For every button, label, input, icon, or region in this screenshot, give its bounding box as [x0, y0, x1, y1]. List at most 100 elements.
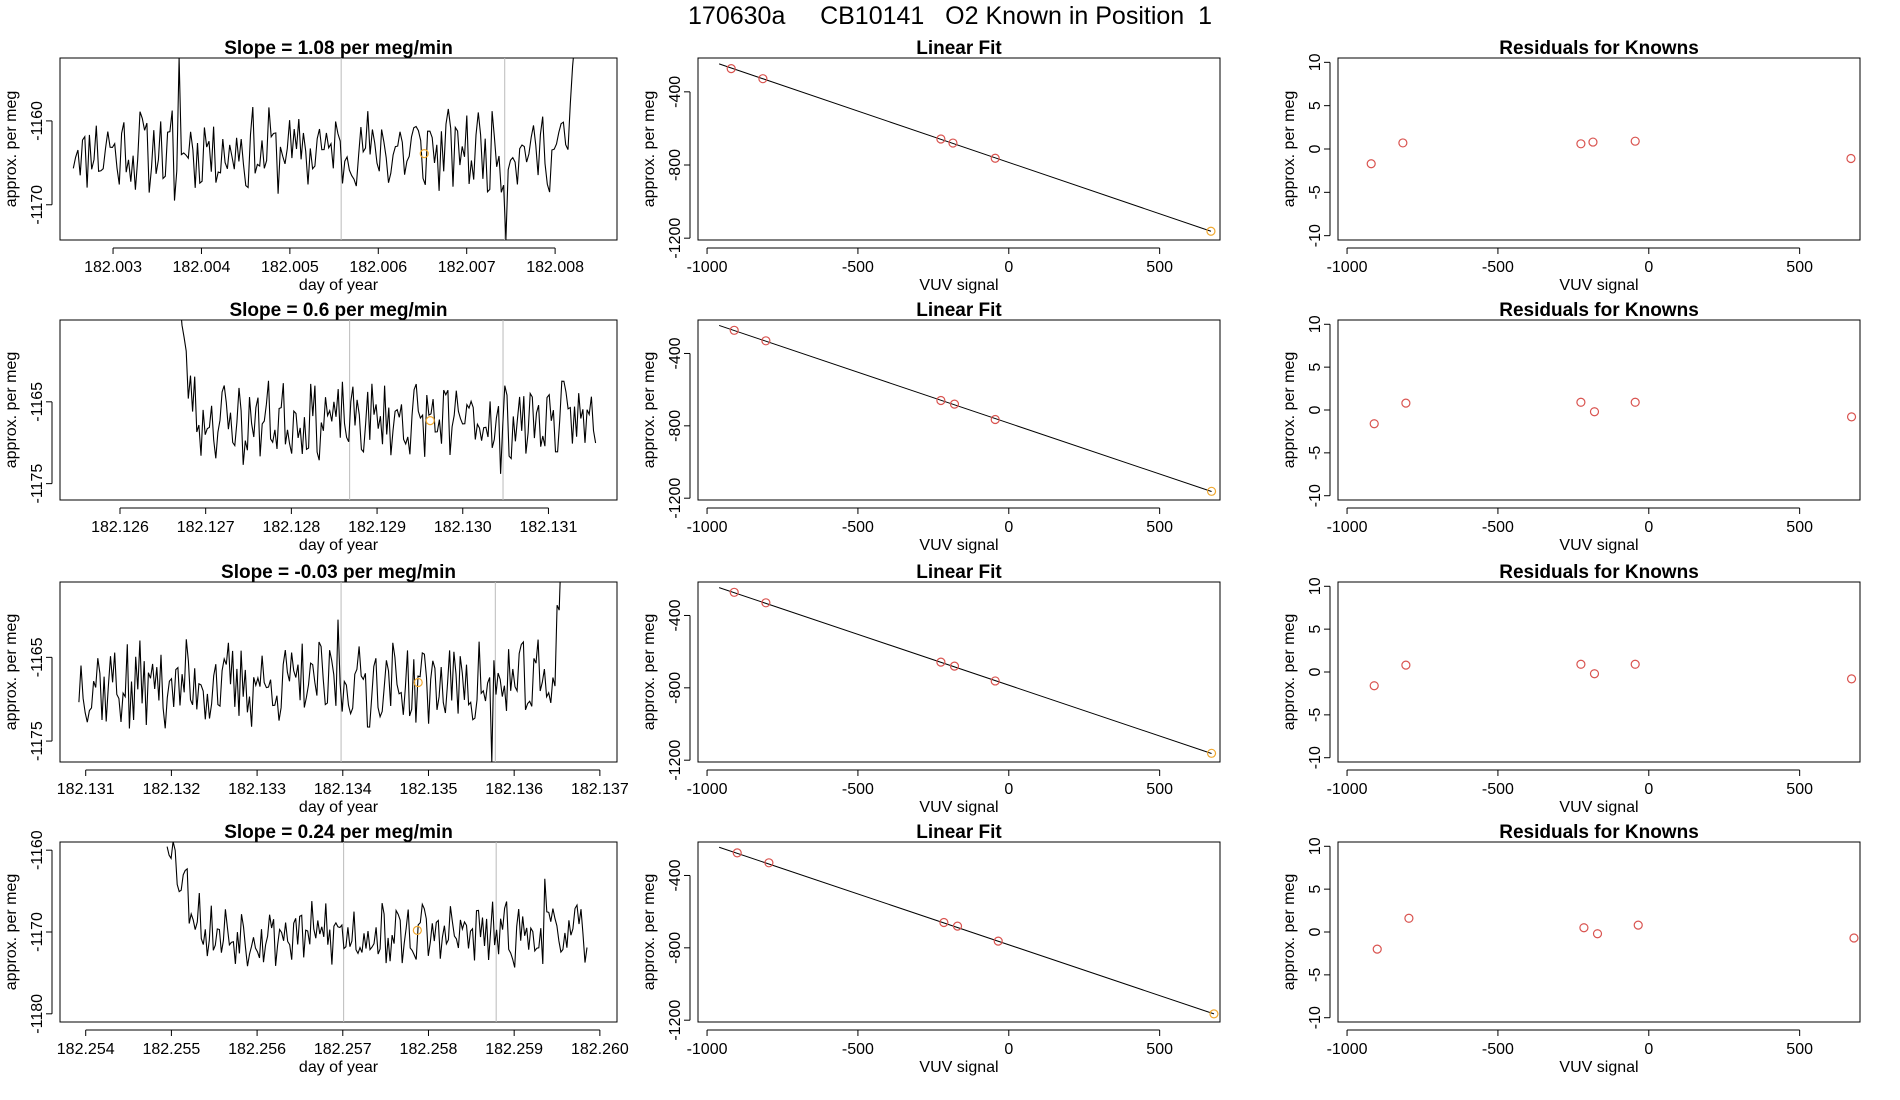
y-tick-label: 5 — [1307, 625, 1324, 634]
plot-frame — [1337, 319, 1861, 501]
data-point — [726, 64, 736, 74]
x-tick-label: -1000 — [1327, 519, 1368, 536]
data-point — [1369, 681, 1379, 691]
data-point — [936, 134, 946, 144]
x-tick-label: -1000 — [687, 781, 728, 798]
data-point — [1369, 419, 1379, 429]
x-tick-label: 182.254 — [57, 1041, 115, 1058]
y-tick-label: -800 — [667, 149, 684, 181]
chart-residuals-2: Residuals for Knowns -1000 -500 0 500 -10 -5 0 5… — [1281, 300, 1861, 554]
plot-frame — [697, 581, 1221, 763]
chart-fit-2: Linear Fit -1000 -500 0 500 -1200 -800 -400 VUV … — [641, 300, 1221, 554]
x-tick-label: 182.129 — [348, 519, 406, 536]
x-tick-label: 0 — [1644, 1041, 1653, 1058]
data-point — [413, 677, 423, 688]
plot-title: Slope = 0.24 per meg/min — [224, 822, 453, 843]
data-point — [764, 858, 774, 868]
y-axis-label: approx. per meg — [1281, 91, 1298, 208]
y-axis-label: approx. per meg — [641, 874, 658, 991]
x-axis-label: VUV signal — [1559, 537, 1638, 554]
plot-area — [1372, 913, 1859, 954]
x-tick-label: 182.126 — [91, 519, 149, 536]
plot-area — [718, 587, 1217, 758]
fit-line — [718, 846, 1215, 1015]
y-axis-label: approx. per meg — [641, 352, 658, 469]
data-point — [990, 676, 1000, 686]
chart-time-2: Slope = 0.6 per meg/min 182.126 182.127 182… — [3, 300, 618, 554]
y-tick-label: 5 — [1307, 885, 1324, 894]
plot-title: Linear Fit — [916, 38, 1002, 59]
y-tick-label: -1200 — [667, 1000, 684, 1041]
x-tick-label: 182.135 — [400, 781, 458, 798]
plot-area — [166, 842, 588, 1022]
x-tick-label: -1000 — [687, 519, 728, 536]
data-point — [952, 921, 963, 931]
plot-frame — [697, 319, 1221, 501]
plot-title: Linear Fit — [916, 562, 1002, 583]
x-tick-label: -1000 — [1327, 1041, 1368, 1058]
x-tick-label: 182.259 — [485, 1041, 543, 1058]
x-tick-label: -500 — [842, 1041, 874, 1058]
x-axis-label: VUV signal — [919, 537, 998, 554]
y-tick-label: -5 — [1307, 968, 1324, 982]
x-axis-label: day of year — [299, 1059, 379, 1076]
x-tick-label: -500 — [1482, 781, 1514, 798]
data-point — [1589, 407, 1600, 417]
plot-area — [1369, 397, 1857, 429]
data-point — [990, 153, 1000, 163]
chart-time-1: Slope = 1.08 per meg/min 182.003 182.004 18… — [3, 38, 618, 294]
plot-title: Slope = 0.6 per meg/min — [229, 300, 447, 321]
x-axis-label: VUV signal — [919, 799, 998, 816]
data-point — [1846, 153, 1856, 164]
y-tick-label: -1170 — [29, 185, 46, 225]
data-point — [939, 917, 949, 928]
y-tick-label: 10 — [1307, 577, 1324, 595]
chart-time-3: Slope = -0.03 per meg/min 182.131 182.132 1… — [3, 562, 629, 816]
y-tick-label: -400 — [667, 76, 684, 108]
y-tick-label: -400 — [667, 859, 684, 891]
fit-line — [718, 324, 1212, 492]
y-axis-label: approx. per meg — [3, 614, 20, 731]
data-point — [1404, 913, 1414, 923]
plot-area — [1369, 659, 1857, 691]
plot-frame — [1337, 57, 1861, 241]
plot-title: Linear Fit — [916, 300, 1002, 321]
x-tick-label: -500 — [1482, 519, 1514, 536]
data-point — [1846, 674, 1857, 684]
y-tick-label: 5 — [1307, 101, 1324, 110]
x-tick-label: -500 — [1482, 259, 1514, 276]
x-tick-label: 182.256 — [228, 1041, 286, 1058]
x-axis-label: day of year — [299, 537, 379, 554]
x-tick-label: 0 — [1004, 259, 1013, 276]
x-tick-label: 500 — [1786, 781, 1813, 798]
data-point — [729, 325, 739, 335]
y-tick-label: -1160 — [29, 101, 46, 141]
x-tick-label: -1000 — [1327, 781, 1368, 798]
x-tick-label: 182.006 — [349, 259, 407, 276]
y-tick-label: 0 — [1307, 405, 1324, 414]
x-tick-label: -500 — [842, 519, 874, 536]
data-point — [990, 414, 1000, 425]
data-point — [1576, 659, 1586, 669]
data-point — [1401, 660, 1411, 670]
x-tick-label: 182.137 — [571, 781, 629, 798]
x-axis-label: VUV signal — [919, 277, 998, 294]
chart-residuals-4: Residuals for Knowns -1000 -500 0 500 -10 -5 0 5… — [1281, 822, 1861, 1076]
x-tick-label: 182.127 — [177, 519, 235, 536]
y-tick-label: -5 — [1307, 446, 1324, 460]
x-tick-label: 182.131 — [520, 519, 578, 536]
data-point — [936, 657, 946, 667]
x-tick-label: 182.003 — [84, 259, 142, 276]
plot-title: Residuals for Knowns — [1499, 822, 1699, 843]
plot-title: Residuals for Knowns — [1499, 300, 1699, 321]
y-axis-label: approx. per meg — [1281, 614, 1298, 731]
y-tick-label: -1160 — [29, 830, 46, 870]
data-point — [948, 138, 958, 148]
y-tick-label: -10 — [1307, 746, 1324, 769]
data-point — [732, 848, 742, 858]
x-tick-label: 182.255 — [142, 1041, 200, 1058]
data-point — [1209, 1009, 1219, 1019]
x-tick-label: 0 — [1004, 519, 1013, 536]
y-tick-label: -1200 — [667, 740, 684, 781]
series-line — [181, 320, 597, 474]
